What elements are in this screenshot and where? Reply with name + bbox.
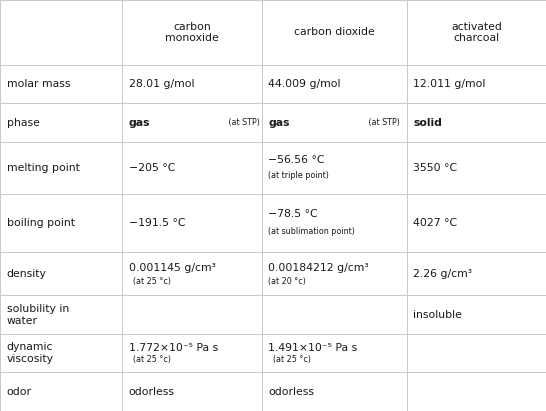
Text: 1.772×10⁻⁵ Pa s: 1.772×10⁻⁵ Pa s xyxy=(129,343,218,353)
Text: 44.009 g/mol: 44.009 g/mol xyxy=(268,79,341,89)
Text: activated
charcoal: activated charcoal xyxy=(451,22,502,43)
Text: 0.00184212 g/cm³: 0.00184212 g/cm³ xyxy=(268,263,369,273)
Text: carbon
monoxide: carbon monoxide xyxy=(165,22,219,43)
Text: −205 °C: −205 °C xyxy=(129,163,175,173)
Text: −56.56 °C: −56.56 °C xyxy=(268,155,325,165)
Text: 4027 °C: 4027 °C xyxy=(413,218,458,228)
Text: insoluble: insoluble xyxy=(413,310,462,320)
Text: 28.01 g/mol: 28.01 g/mol xyxy=(129,79,194,89)
Text: (at triple point): (at triple point) xyxy=(268,171,329,180)
Text: odor: odor xyxy=(7,387,32,397)
Text: carbon dioxide: carbon dioxide xyxy=(294,28,375,37)
Text: (at STP): (at STP) xyxy=(366,118,400,127)
Text: phase: phase xyxy=(7,118,39,127)
Text: 2.26 g/cm³: 2.26 g/cm³ xyxy=(413,269,472,279)
Text: (at sublimation point): (at sublimation point) xyxy=(268,227,355,236)
Text: gas: gas xyxy=(129,118,150,127)
Text: (at 25 °c): (at 25 °c) xyxy=(133,355,171,364)
Text: odorless: odorless xyxy=(129,387,175,397)
Text: 3550 °C: 3550 °C xyxy=(413,163,458,173)
Text: dynamic
viscosity: dynamic viscosity xyxy=(7,342,54,364)
Text: odorless: odorless xyxy=(268,387,314,397)
Text: (at 25 °c): (at 25 °c) xyxy=(272,355,311,364)
Text: melting point: melting point xyxy=(7,163,79,173)
Text: 1.491×10⁻⁵ Pa s: 1.491×10⁻⁵ Pa s xyxy=(268,343,358,353)
Text: 0.001145 g/cm³: 0.001145 g/cm³ xyxy=(129,263,216,273)
Text: density: density xyxy=(7,269,46,279)
Text: solid: solid xyxy=(413,118,442,127)
Text: −78.5 °C: −78.5 °C xyxy=(268,209,318,219)
Text: solubility in
water: solubility in water xyxy=(7,304,69,326)
Text: (at 20 °c): (at 20 °c) xyxy=(268,277,306,286)
Text: −191.5 °C: −191.5 °C xyxy=(129,218,185,228)
Text: gas: gas xyxy=(268,118,290,127)
Text: boiling point: boiling point xyxy=(7,218,75,228)
Text: (at 25 °c): (at 25 °c) xyxy=(133,277,171,286)
Text: molar mass: molar mass xyxy=(7,79,70,89)
Text: (at STP): (at STP) xyxy=(226,118,260,127)
Text: 12.011 g/mol: 12.011 g/mol xyxy=(413,79,485,89)
